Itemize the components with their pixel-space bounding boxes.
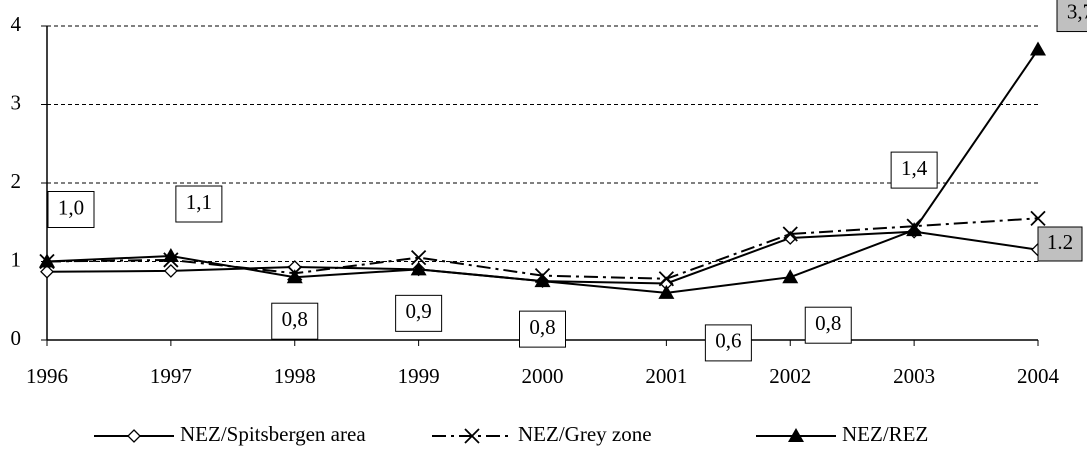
data-label: 0,8 <box>529 315 555 339</box>
data-point <box>163 264 178 278</box>
y-tick-label: 2 <box>11 169 22 193</box>
data-label-box <box>1037 226 1083 262</box>
x-tick-label: 1998 <box>274 364 316 388</box>
data-label: 0,6 <box>715 329 741 353</box>
legend-label: NEZ/Spitsbergen area <box>180 422 366 446</box>
data-label-box <box>47 191 95 228</box>
series-line <box>46 48 1039 294</box>
legend-marker <box>788 428 804 442</box>
data-point <box>1030 210 1046 226</box>
data-point <box>782 226 798 242</box>
data-point <box>534 273 551 288</box>
legend-marker <box>464 428 480 444</box>
legend-marker <box>127 429 141 443</box>
data-label: 1.2 <box>1047 230 1073 254</box>
data-label: 0,8 <box>815 311 841 335</box>
x-tick-label: 1999 <box>398 364 440 388</box>
data-point <box>39 253 55 268</box>
legend-label: NEZ/Grey zone <box>518 422 652 446</box>
data-label: 0,9 <box>406 299 432 323</box>
data-label: 3,7 <box>1067 0 1087 23</box>
data-label-box <box>804 306 852 344</box>
data-label-box <box>175 185 223 223</box>
y-tick-label: 1 <box>11 247 22 271</box>
data-point <box>40 264 54 279</box>
x-tick-label: 1996 <box>26 364 68 388</box>
data-point <box>782 269 799 284</box>
y-tick-label: 0 <box>11 326 22 350</box>
y-tick-label: 3 <box>11 90 22 114</box>
data-point <box>286 269 303 284</box>
data-point <box>410 261 427 276</box>
data-label-box <box>704 324 752 362</box>
y-tick-label: 4 <box>11 12 22 36</box>
x-tick-label: 2001 <box>645 364 687 388</box>
x-tick-label: 2004 <box>1017 364 1060 388</box>
data-label-box <box>271 302 319 340</box>
data-label: 0,8 <box>282 307 308 331</box>
data-label: 1,4 <box>901 156 928 180</box>
legend-label: NEZ/REZ <box>842 422 928 446</box>
data-label: 1,0 <box>58 195 84 219</box>
data-point <box>658 271 675 287</box>
x-tick-label: 1997 <box>150 364 192 388</box>
x-tick-label: 2000 <box>522 364 564 388</box>
data-label-box <box>519 310 566 348</box>
x-tick-label: 2003 <box>893 364 935 388</box>
data-point <box>658 284 675 299</box>
data-label-box <box>1056 0 1087 33</box>
data-point <box>410 249 427 266</box>
data-label-box <box>890 151 938 189</box>
data-point <box>906 222 923 237</box>
data-label-box <box>395 294 443 332</box>
data-point <box>162 248 179 263</box>
data-label: 1,1 <box>186 190 212 214</box>
data-point <box>1030 41 1046 56</box>
x-tick-label: 2002 <box>769 364 811 388</box>
